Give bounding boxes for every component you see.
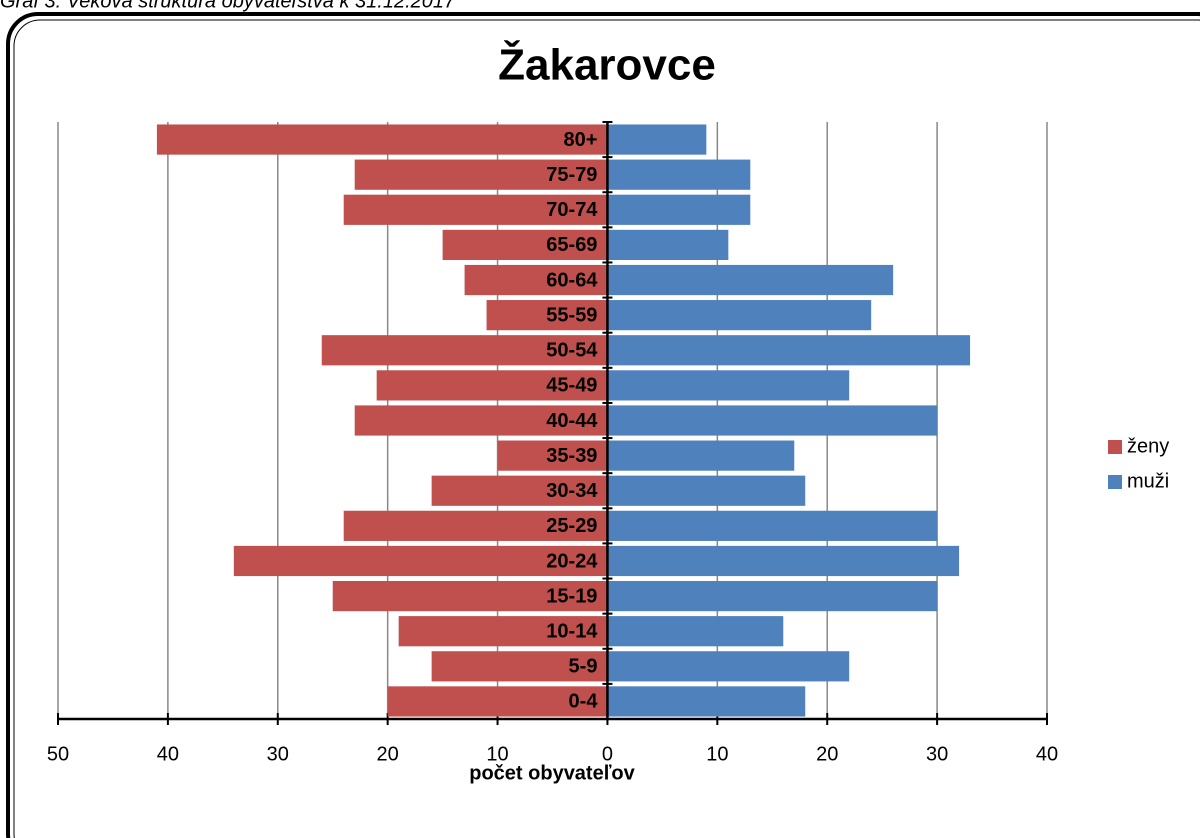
category-label: 35-39: [546, 445, 597, 467]
chart-title: Žakarovce: [498, 40, 716, 90]
bar: [431, 651, 608, 682]
x-axis-label: počet obyvateľov: [469, 762, 635, 784]
x-tick-label: 10: [706, 743, 728, 765]
legend-swatch: [1108, 475, 1122, 489]
bar: [607, 264, 894, 296]
bar: [607, 616, 784, 647]
bar: [607, 370, 850, 401]
x-tick-label: 40: [1036, 743, 1058, 765]
category-label: 0-4: [569, 691, 599, 713]
x-tick-label: 40: [157, 743, 179, 765]
bar: [332, 580, 608, 612]
x-tick-label: 30: [926, 743, 948, 765]
x-tick-label: 10: [486, 743, 508, 765]
x-tick-label: 0: [602, 743, 613, 765]
bar: [607, 229, 729, 261]
bar: [376, 370, 608, 401]
frame: [6, 12, 1200, 838]
bar: [233, 545, 608, 577]
category-label: 5-9: [569, 656, 598, 678]
x-tick-label: 50: [47, 743, 69, 765]
bar: [607, 580, 938, 612]
bar: [156, 124, 608, 155]
category-label: 55-59: [546, 304, 597, 326]
caption: Graf 3: Veková štruktúra obyvateľstva k …: [0, 0, 456, 12]
x-tick-label: 20: [816, 743, 838, 765]
frame-inner: [13, 19, 1200, 838]
category-label: 20-24: [546, 550, 598, 572]
bar: [607, 545, 960, 577]
legend-swatch: [1108, 440, 1122, 454]
category-label: 60-64: [546, 269, 598, 291]
legend-label: muži: [1127, 470, 1169, 492]
bar: [607, 510, 938, 541]
category-label: 65-69: [546, 234, 597, 256]
category-label: 40-44: [546, 410, 598, 432]
bar: [486, 300, 608, 331]
bar: [607, 300, 872, 331]
bar: [607, 686, 806, 717]
legend-label: ženy: [1127, 435, 1169, 457]
bar: [354, 405, 608, 436]
bar: [464, 264, 608, 296]
bar: [398, 616, 608, 647]
category-label: 15-19: [546, 585, 597, 607]
x-tick-label: 20: [377, 743, 399, 765]
category-label: 25-29: [546, 515, 597, 537]
bar: [387, 686, 608, 717]
bar: [354, 159, 608, 190]
bar: [607, 405, 938, 436]
bar: [343, 510, 608, 541]
bar: [607, 475, 806, 506]
category-label: 70-74: [546, 199, 598, 221]
bar: [343, 194, 608, 225]
bar: [321, 335, 608, 366]
bar: [607, 194, 751, 225]
bar: [607, 651, 850, 682]
bar: [607, 124, 707, 155]
category-label: 30-34: [546, 480, 598, 502]
category-label: 75-79: [546, 164, 597, 186]
category-label: 45-49: [546, 375, 597, 397]
bar: [607, 159, 751, 190]
bar: [607, 335, 971, 366]
bar: [442, 229, 608, 261]
category-label: 10-14: [546, 620, 598, 642]
x-tick-label: 30: [267, 743, 289, 765]
bar: [497, 440, 608, 471]
bar: [431, 475, 608, 506]
category-label: 80+: [564, 129, 598, 151]
bar: [607, 440, 795, 471]
category-label: 50-54: [546, 340, 598, 362]
